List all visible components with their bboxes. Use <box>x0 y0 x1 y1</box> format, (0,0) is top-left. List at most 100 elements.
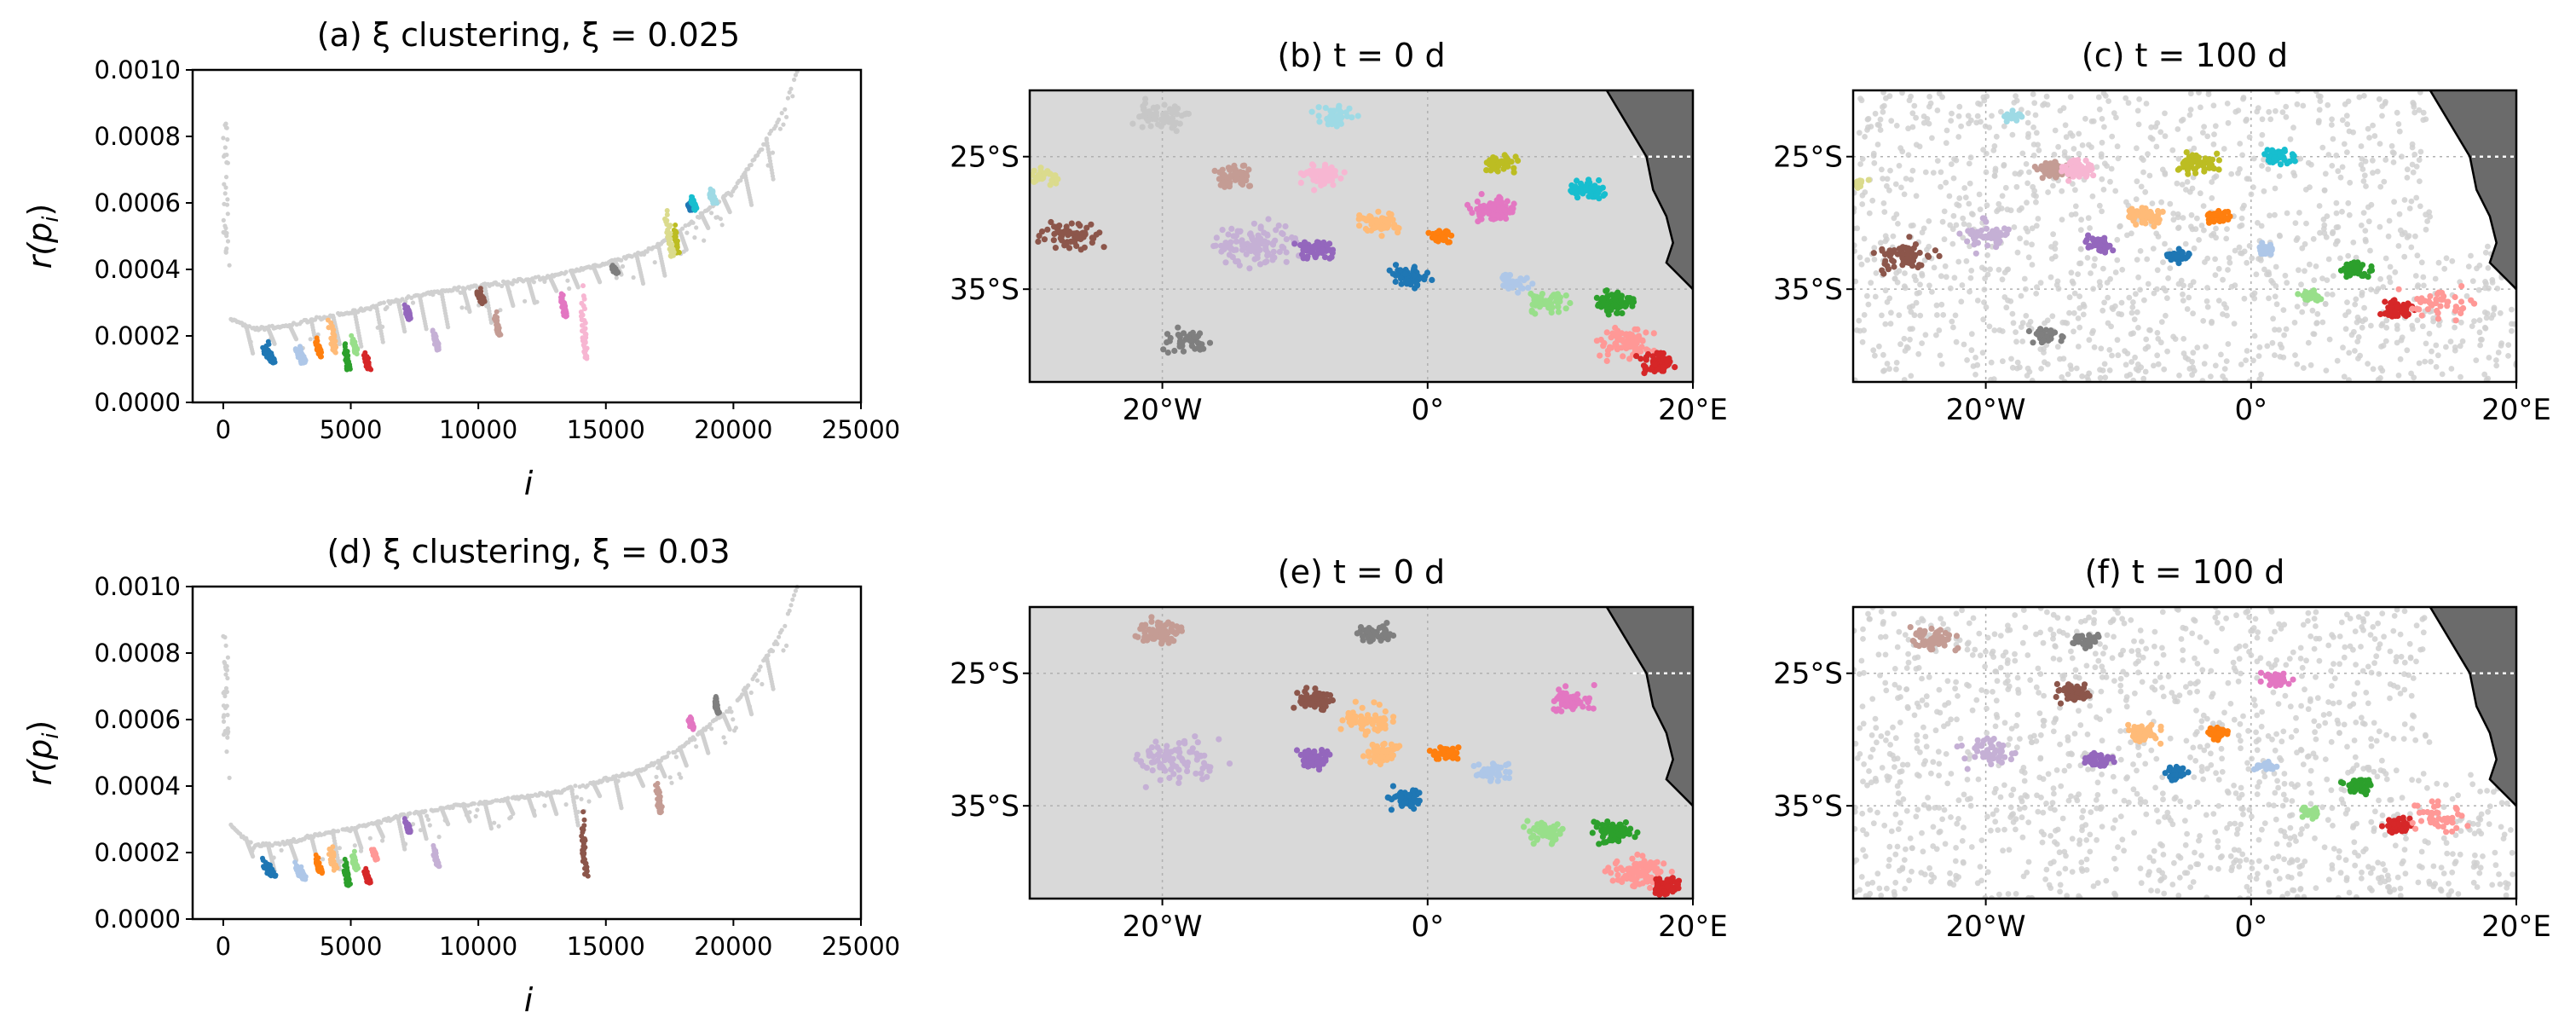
unclustered-particle <box>2310 235 2317 242</box>
unclustered-particle <box>2198 104 2203 111</box>
unclustered-particle <box>1929 289 1935 295</box>
cluster-particle <box>1632 326 1638 332</box>
unclustered-point <box>770 150 776 155</box>
x-tick-label: 15000 <box>567 415 645 444</box>
unclustered-particle <box>2300 102 2307 109</box>
unclustered-particle <box>2417 203 2423 210</box>
unclustered-particle <box>2412 233 2418 240</box>
unclustered-particle <box>1955 134 1962 140</box>
unclustered-point <box>573 783 578 789</box>
unclustered-point <box>719 223 725 228</box>
unclustered-particle <box>1881 209 1888 216</box>
unclustered-point <box>279 847 284 853</box>
cluster-particle <box>1088 221 1095 228</box>
cluster-particle <box>1354 113 1361 119</box>
unclustered-particle <box>1940 312 1947 318</box>
unclustered-point <box>224 749 229 755</box>
panel-a-title: (a) ξ clustering, ξ = 0.025 <box>317 16 740 54</box>
unclustered-particle <box>1899 90 1905 96</box>
cluster-particle <box>1175 324 1181 331</box>
unclustered-particle <box>2200 130 2206 136</box>
cluster-particle <box>1282 223 1289 230</box>
unclustered-particle <box>2323 367 2330 373</box>
unclustered-particle <box>2272 185 2279 192</box>
cluster-particle <box>1387 217 1394 223</box>
unclustered-particle <box>1999 328 2006 334</box>
unclustered-particle <box>2509 327 2515 334</box>
unclustered-particle <box>2330 136 2336 142</box>
unclustered-particle <box>2452 324 2458 331</box>
cluster-particle <box>1270 248 1277 255</box>
unclustered-particle <box>2218 351 2224 358</box>
unclustered-particle <box>2198 223 2205 228</box>
cluster-particle <box>1083 224 1090 231</box>
unclustered-particle <box>2107 178 2113 185</box>
unclustered-particle <box>1909 326 1915 332</box>
unclustered-particle <box>2019 338 2026 344</box>
unclustered-particle <box>2420 109 2427 116</box>
cluster-particle <box>1047 171 1054 177</box>
unclustered-particle <box>2182 240 2189 247</box>
unclustered-particle <box>2048 244 2054 250</box>
unclustered-point <box>223 685 229 691</box>
cluster-particle <box>1643 354 1650 361</box>
unclustered-particle <box>2114 143 2121 150</box>
unclustered-particle <box>2031 100 2038 107</box>
cluster-particle <box>1501 282 1509 289</box>
unclustered-point <box>554 288 559 293</box>
unclustered-particle <box>2180 298 2186 304</box>
unclustered-point <box>620 263 626 269</box>
unclustered-particle <box>2225 341 2232 347</box>
cluster-particle <box>1066 245 1073 252</box>
unclustered-particle <box>2321 187 2328 194</box>
unclustered-particle <box>2114 257 2121 263</box>
unclustered-particle <box>2365 125 2371 132</box>
unclustered-point <box>793 588 799 593</box>
unclustered-particle <box>2129 304 2136 310</box>
unclustered-particle <box>2007 207 2014 214</box>
unclustered-point <box>694 744 699 749</box>
unclustered-particle <box>2476 329 2483 336</box>
cluster-particle <box>1616 336 1623 343</box>
unclustered-particle <box>1908 176 1915 183</box>
unclustered-particle <box>2395 373 2402 379</box>
unclustered-point <box>769 128 774 134</box>
unclustered-particle <box>2066 294 2073 301</box>
unclustered-particle <box>2302 268 2307 275</box>
cluster-particle <box>1325 176 1331 182</box>
cluster-point <box>273 873 279 879</box>
cluster-particle <box>1185 110 1192 118</box>
unclustered-particle <box>1934 312 1940 318</box>
unclustered-particle <box>2071 328 2076 335</box>
cluster-particle <box>1510 200 1517 207</box>
unclustered-particle <box>2029 241 2036 248</box>
unclustered-particle <box>2365 361 2371 367</box>
cluster-point <box>331 867 337 873</box>
unclustered-particle <box>1949 226 1956 233</box>
unclustered-particle <box>1896 268 1903 275</box>
unclustered-particle <box>1880 176 1886 182</box>
unclustered-point <box>654 774 659 779</box>
unclustered-point <box>793 72 799 78</box>
unclustered-particle <box>2204 285 2210 291</box>
unclustered-particle <box>2135 121 2142 128</box>
unclustered-particle <box>2416 360 2423 367</box>
unclustered-particle <box>2054 344 2061 350</box>
cluster-point <box>326 325 332 331</box>
unclustered-particle <box>2144 256 2151 263</box>
unclustered-particle <box>2406 205 2413 211</box>
unclustered-particle <box>2209 179 2215 185</box>
unclustered-particle <box>1911 312 1918 319</box>
unclustered-particle <box>2484 310 2491 316</box>
unclustered-particle <box>2435 259 2442 266</box>
unclustered-particle <box>1879 166 1885 173</box>
unclustered-point <box>227 263 232 268</box>
unclustered-particle <box>2258 141 2265 147</box>
unclustered-particle <box>2186 112 2193 119</box>
unclustered-particle <box>1857 254 1863 261</box>
unclustered-particle <box>2011 100 2018 106</box>
unclustered-particle <box>2362 228 2369 234</box>
unclustered-particle <box>2157 339 2164 346</box>
unclustered-point <box>554 812 559 817</box>
cluster-particle <box>1660 350 1666 357</box>
